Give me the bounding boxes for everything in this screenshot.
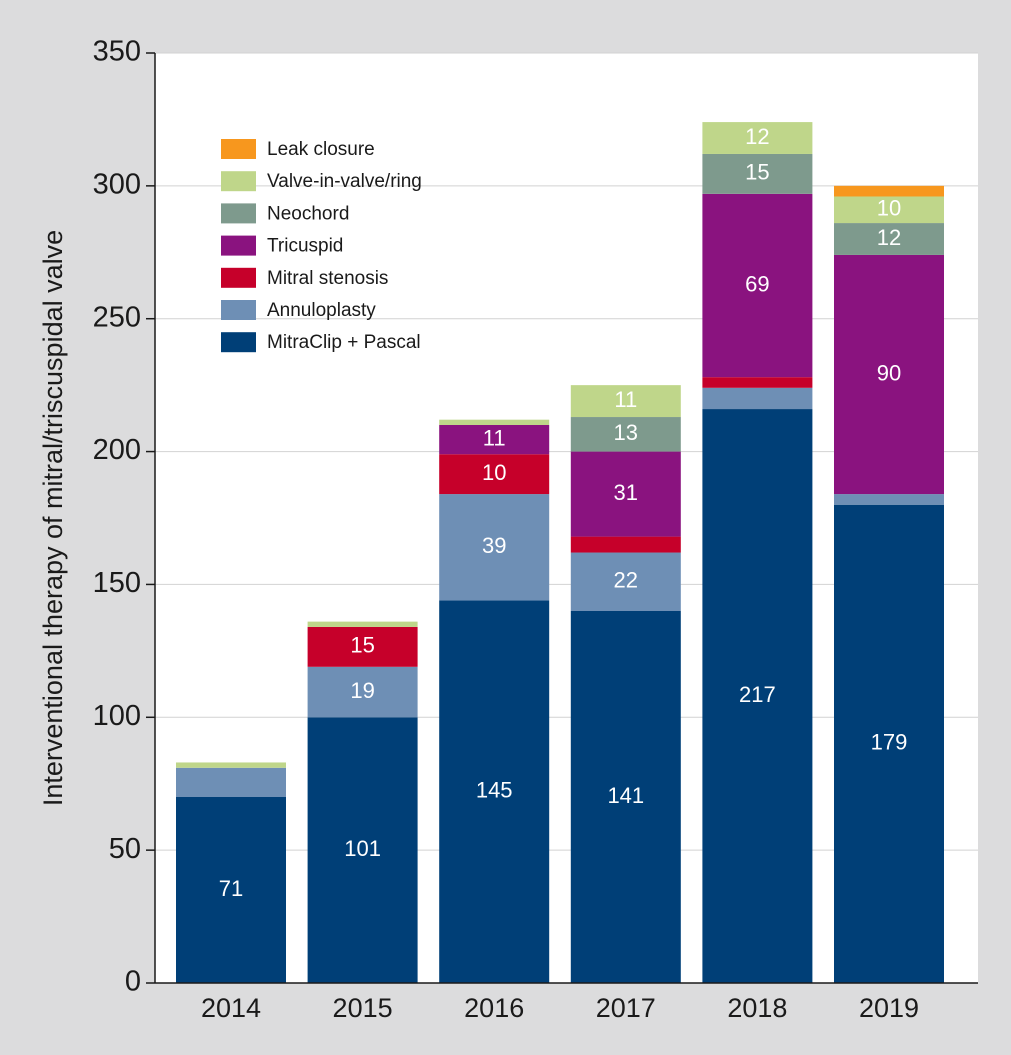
legend-label-neochord: Neochord <box>267 203 349 224</box>
data-label-2017-annuloplasty: 22 <box>614 568 638 593</box>
data-label-2018-mitraclip-pascal: 217 <box>739 682 776 707</box>
bar-2014-annuloplasty <box>176 767 286 797</box>
legend-label-valve-in-valve-ring: Valve-in-valve/ring <box>267 171 422 192</box>
data-label-2015-mitral-stenosis: 15 <box>350 633 374 658</box>
x-tick-label-2015: 2015 <box>333 993 393 1023</box>
x-tick-label-2018: 2018 <box>727 993 787 1023</box>
x-tick-label-2016: 2016 <box>464 993 524 1023</box>
bar-2016-annuloplasty <box>439 494 550 601</box>
y-tick-label-250: 250 <box>93 301 141 333</box>
data-label-2019-tricuspid: 90 <box>877 360 901 385</box>
data-label-2015-mitraclip-pascal: 101 <box>344 836 381 861</box>
data-label-2015-annuloplasty: 19 <box>350 678 374 703</box>
bar-2018-mitral-stenosis <box>702 377 813 388</box>
bar-2015-valve-in-valve-ring <box>307 621 418 627</box>
bar-2015-annuloplasty <box>307 666 418 718</box>
y-tick-label-350: 350 <box>93 36 141 68</box>
data-label-2017-mitraclip-pascal: 141 <box>607 783 644 808</box>
data-label-2019-neochord: 12 <box>877 225 901 250</box>
x-tick-label-2017: 2017 <box>596 993 656 1023</box>
data-label-2016-annuloplasty: 39 <box>482 533 506 558</box>
bar-2019-leak-closure <box>834 185 944 197</box>
bar-2016-mitraclip-pascal <box>439 600 550 983</box>
y-tick-label-300: 300 <box>93 169 141 201</box>
bar-2016-tricuspid <box>439 425 550 455</box>
bar-2019-mitraclip-pascal <box>834 504 944 983</box>
bar-2014-valve-in-valve-ring <box>176 762 286 768</box>
bar-2017-neochord <box>570 417 681 452</box>
legend: Leak closure Valve-in-valve/ring Neochord T… <box>221 139 422 353</box>
legend-label-mitraclip-pascal: MitraClip + Pascal <box>267 332 421 353</box>
bar-2018-annuloplasty <box>702 387 813 410</box>
data-label-2017-tricuspid: 31 <box>614 480 638 505</box>
y-tick-label-50: 50 <box>109 833 141 865</box>
legend-label-mitral-stenosis: Mitral stenosis <box>267 268 388 289</box>
x-tick-label-2014: 2014 <box>201 993 261 1023</box>
data-label-2018-neochord: 15 <box>745 160 769 185</box>
data-label-2019-valve-in-valve-ring: 10 <box>877 196 901 221</box>
bar-2016-mitral-stenosis <box>439 454 550 495</box>
data-label-2018-valve-in-valve-ring: 12 <box>745 124 769 149</box>
bar-2017-valve-in-valve-ring <box>570 385 681 418</box>
data-label-2016-mitraclip-pascal: 145 <box>476 777 513 802</box>
data-label-2016-mitral-stenosis: 10 <box>482 460 506 485</box>
data-label-2016-tricuspid: 11 <box>483 425 506 450</box>
y-tick-label-100: 100 <box>93 700 141 732</box>
bar-2018-mitraclip-pascal <box>702 409 813 983</box>
data-label-2018-tricuspid: 69 <box>745 271 769 296</box>
data-label-2017-neochord: 13 <box>614 420 638 445</box>
bar-2018-neochord <box>702 153 813 194</box>
bar-2017-mitraclip-pascal <box>570 611 681 983</box>
legend-swatch-leak-closure <box>221 139 256 159</box>
y-axis-label: Interventional therapy of mitral/triscus… <box>38 230 68 806</box>
bars <box>176 122 944 983</box>
data-label-2017-valve-in-valve-ring: 11 <box>614 387 637 412</box>
bar-2015-mitraclip-pascal <box>307 717 418 983</box>
data-labels: 71 101 19 15 145 39 10 11 141 22 31 13 11 217 69 15 12 17… <box>219 124 908 901</box>
legend-swatch-mitraclip-pascal <box>221 332 256 353</box>
bar-2018-valve-in-valve-ring <box>702 122 813 154</box>
legend-label-leak-closure: Leak closure <box>267 139 375 160</box>
y-tick-label-0: 0 <box>125 966 141 998</box>
bar-2017-annuloplasty <box>570 552 681 611</box>
legend-swatch-annuloplasty <box>221 300 256 320</box>
bar-2019-valve-in-valve-ring <box>834 196 944 224</box>
bar-2015-mitral-stenosis <box>307 626 418 667</box>
bar-2017-mitral-stenosis <box>570 536 681 553</box>
data-label-2019-mitraclip-pascal: 179 <box>871 730 908 755</box>
legend-swatch-valve-in-valve-ring <box>221 171 256 192</box>
legend-swatch-neochord <box>221 203 256 224</box>
bar-2018-tricuspid <box>702 193 813 378</box>
legend-swatch-mitral-stenosis <box>221 267 256 288</box>
legend-label-tricuspid: Tricuspid <box>267 236 343 257</box>
x-tick-label-2019: 2019 <box>859 993 919 1023</box>
bar-2014-mitraclip-pascal <box>176 797 286 983</box>
bar-2016-valve-in-valve-ring <box>439 419 550 425</box>
data-label-2014-mitraclip-pascal: 71 <box>219 876 243 901</box>
axes: 0 50 100 150 200 250 300 350 2014 2015 2016 2017 201… <box>93 36 978 1023</box>
bar-2017-tricuspid <box>570 451 681 537</box>
legend-label-annuloplasty: Annuloplasty <box>267 300 376 321</box>
bar-2019-neochord <box>834 223 944 255</box>
y-tick-label-150: 150 <box>93 567 141 599</box>
bar-2019-annuloplasty <box>834 494 944 505</box>
bar-2019-tricuspid <box>834 254 944 495</box>
y-tick-label-200: 200 <box>93 434 141 466</box>
legend-swatch-tricuspid <box>221 235 256 256</box>
